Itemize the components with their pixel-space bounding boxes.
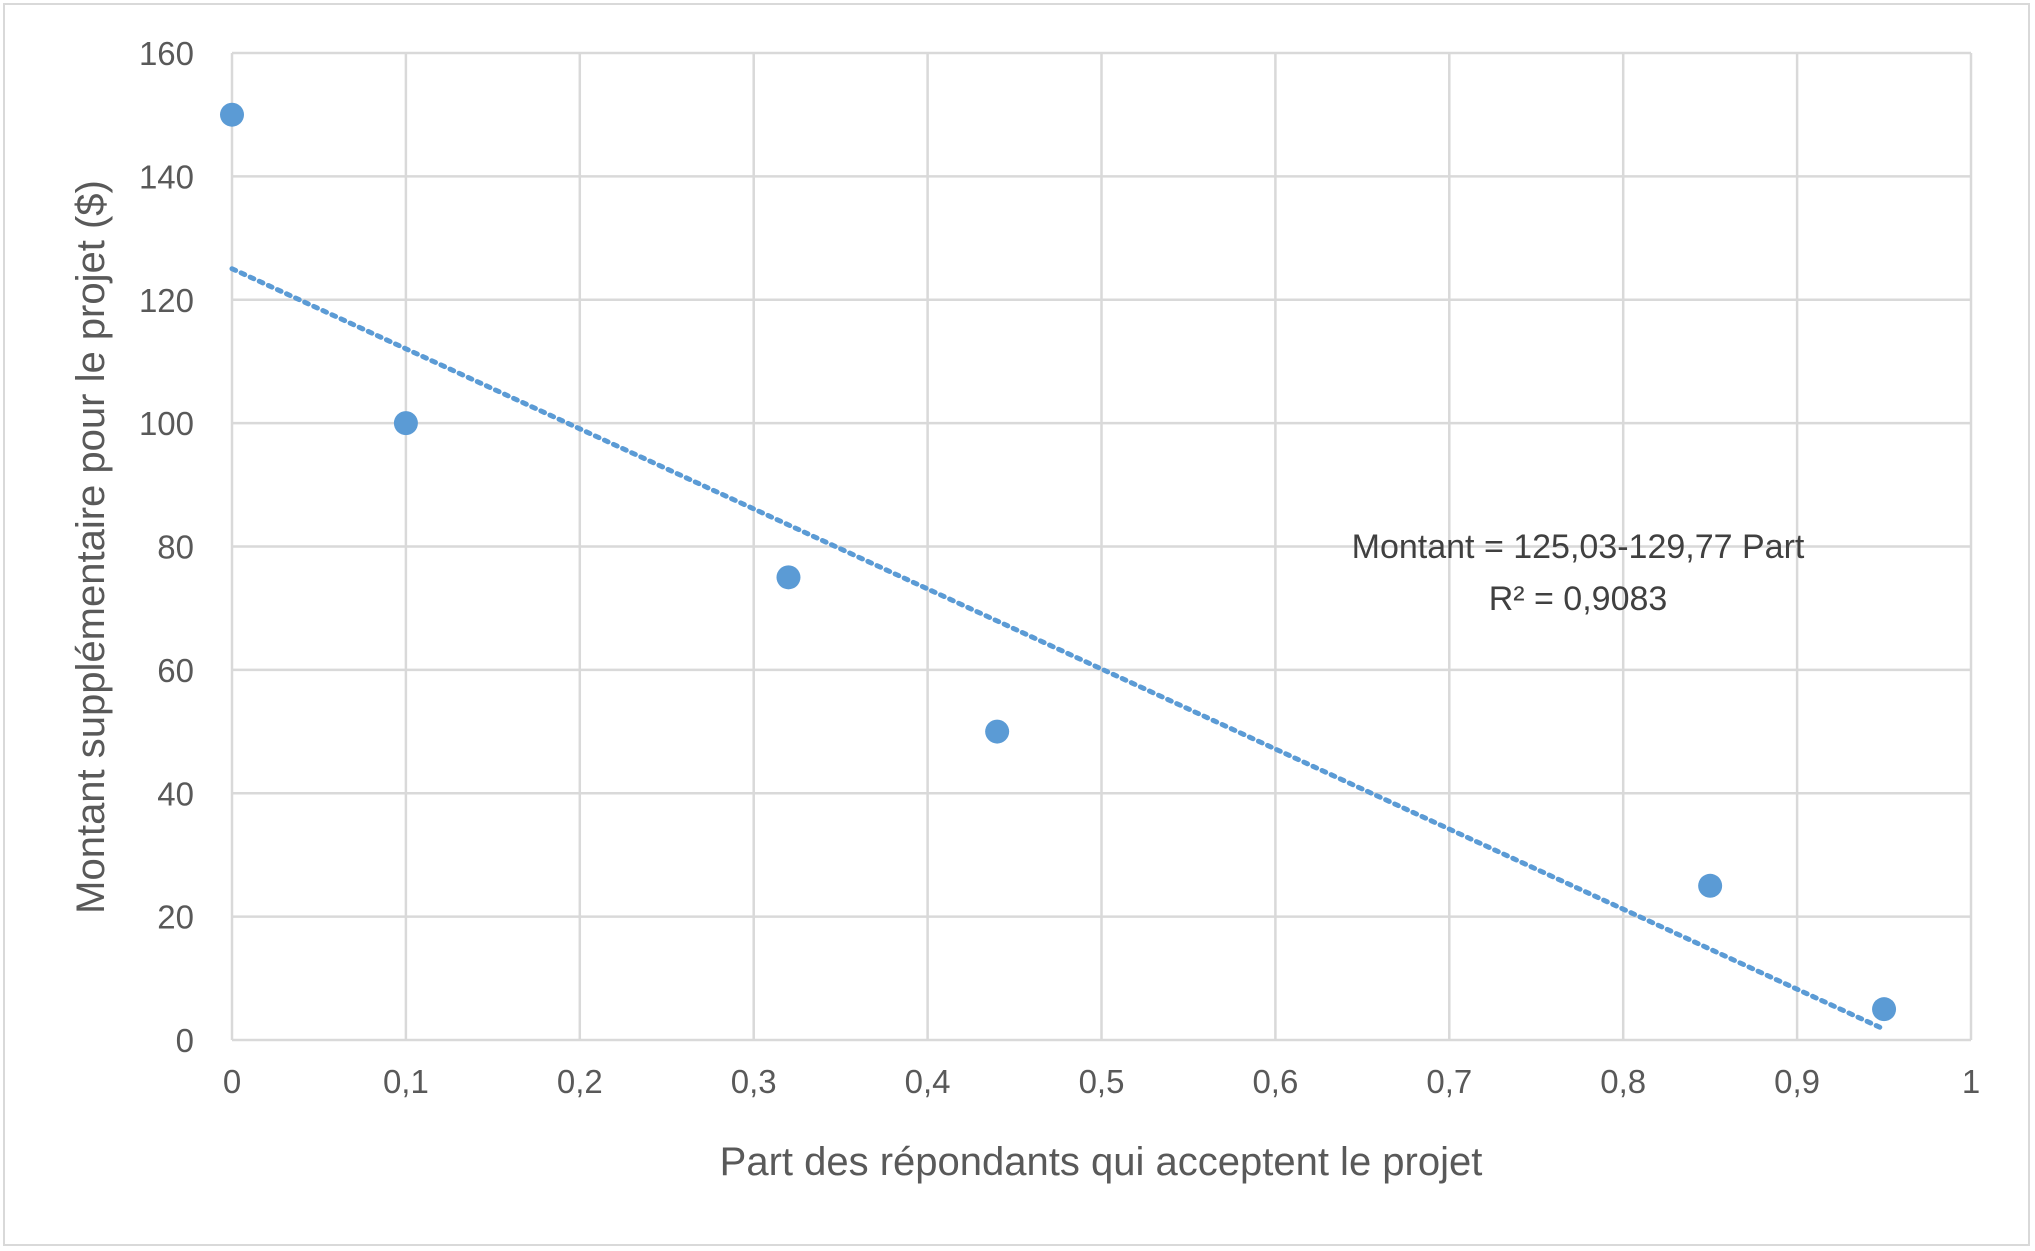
y-tick-label: 160 [139,35,194,72]
data-point [985,719,1010,744]
y-tick-label: 80 [157,529,194,566]
x-tick-label: 1 [1962,1063,1980,1100]
x-tick-label: 0,4 [905,1063,951,1100]
y-tick-label: 120 [139,282,194,319]
data-point [393,411,418,436]
y-tick-label: 20 [157,899,194,936]
x-tick-label: 0,6 [1252,1063,1298,1100]
y-tick-label: 60 [157,652,194,689]
data-points [220,102,1897,1022]
trendline-r2-label: R² = 0,9083 [1489,580,1668,618]
x-tick-label: 0,7 [1426,1063,1472,1100]
y-tick-label: 0 [176,1022,194,1059]
trendline-group [229,266,1887,1032]
x-axis-title: Part des répondants qui acceptent le pro… [720,1140,1483,1184]
y-tick-labels: 0 20 40 60 80 100 120 140 160 [139,35,194,1059]
x-tick-label: 0,3 [731,1063,777,1100]
y-tick-label: 140 [139,158,194,195]
data-point [1698,873,1723,898]
x-tick-label: 0,9 [1774,1063,1820,1100]
x-tick-labels: 0 0,1 0,2 0,3 0,4 0,5 0,6 0,7 0,8 0,9 1 [223,1063,1980,1100]
trendline [229,266,1887,1032]
x-tick-label: 0,5 [1079,1063,1125,1100]
y-tick-label: 100 [139,405,194,442]
x-tick-label: 0 [223,1063,241,1100]
x-tick-label: 0,1 [383,1063,429,1100]
y-tick-label: 40 [157,775,194,812]
x-tick-label: 0,8 [1600,1063,1646,1100]
y-axis-title: Montant supplémentaire pour le projet ($… [69,180,113,914]
gridlines [230,51,1973,1042]
data-point [1872,997,1897,1022]
data-point [220,102,244,127]
x-tick-label: 0,2 [557,1063,603,1100]
data-point [776,565,801,590]
trendline-equation-label: Montant = 125,03-129,77 Part [1352,528,1805,566]
